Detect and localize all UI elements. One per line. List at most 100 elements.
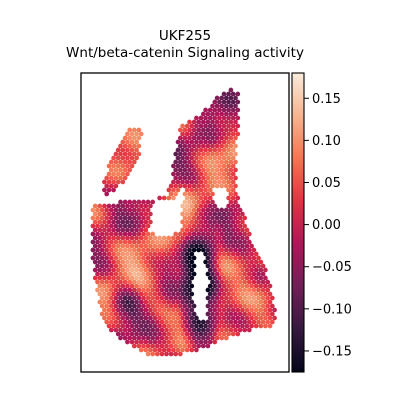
- spot-point: [164, 351, 169, 357]
- spot-point: [111, 163, 116, 169]
- spot-point: [212, 275, 218, 281]
- spot-point: [177, 175, 183, 181]
- spot-point: [256, 311, 261, 317]
- spot-point: [184, 315, 190, 321]
- spot-point: [143, 219, 149, 225]
- spot-point: [214, 303, 220, 309]
- spot-point: [235, 195, 241, 201]
- spot-point: [246, 231, 252, 237]
- spot-point: [223, 231, 229, 237]
- spot-point: [191, 255, 197, 261]
- spot-point: [196, 199, 202, 205]
- spot-point: [154, 327, 160, 333]
- spot-point: [148, 291, 153, 297]
- spot-point: [235, 235, 241, 241]
- spot-point: [212, 315, 218, 321]
- spot-point: [207, 147, 213, 153]
- spot-point: [203, 339, 208, 345]
- spot-point: [249, 323, 254, 329]
- spot-point: [251, 271, 257, 277]
- spot-point: [189, 171, 195, 177]
- spot-point: [182, 215, 188, 221]
- spot-point: [191, 191, 197, 197]
- spot-point: [228, 199, 234, 205]
- spot-point: [223, 207, 229, 213]
- spot-point: [145, 271, 151, 277]
- spot-point: [244, 283, 250, 289]
- spot-point: [198, 323, 204, 329]
- spot-point: [230, 123, 236, 129]
- spot-point: [145, 303, 151, 309]
- spot-point: [104, 255, 110, 261]
- spot-point: [237, 215, 243, 221]
- spot-point: [154, 239, 160, 245]
- spot-point: [214, 335, 220, 341]
- spot-point: [136, 143, 142, 149]
- spot-point: [125, 219, 130, 225]
- spot-point: [182, 295, 188, 301]
- spot-point: [129, 251, 135, 257]
- spot-point: [207, 203, 213, 209]
- spot-point: [214, 103, 220, 109]
- spot-point: [258, 267, 264, 273]
- spot-point: [217, 259, 222, 265]
- spot-point: [205, 151, 211, 157]
- spot-point: [207, 315, 213, 321]
- spot-point: [120, 331, 126, 337]
- spot-point: [205, 311, 211, 317]
- spot-point: [210, 319, 215, 325]
- spot-point: [214, 295, 220, 301]
- spot-point: [214, 135, 220, 141]
- spot-point: [233, 303, 238, 309]
- spot-point: [182, 199, 188, 205]
- spot-point: [184, 323, 190, 329]
- spot-point: [205, 327, 211, 333]
- spot-point: [235, 267, 241, 273]
- spot-point: [191, 247, 197, 253]
- spot-point: [166, 243, 172, 249]
- spot-point: [194, 339, 199, 345]
- spot-point: [157, 291, 162, 297]
- spot-point: [221, 307, 227, 313]
- spot-point: [131, 143, 137, 149]
- spot-point: [196, 119, 202, 125]
- spot-point: [127, 167, 133, 173]
- spot-point: [141, 207, 146, 213]
- spot-point: [217, 123, 222, 129]
- spot-point: [134, 139, 139, 145]
- spot-point: [219, 119, 225, 125]
- spot-point: [189, 283, 195, 289]
- spot-point: [205, 111, 211, 117]
- spot-point: [267, 291, 273, 297]
- spot-point: [205, 287, 211, 293]
- spot-point: [92, 259, 98, 265]
- spot-point: [205, 335, 211, 341]
- spot-point: [233, 103, 238, 109]
- spot-point: [189, 203, 195, 209]
- spot-point: [129, 227, 135, 233]
- spot-point: [111, 291, 116, 297]
- spot-point: [171, 187, 176, 193]
- spot-point: [196, 143, 202, 149]
- spot-point: [168, 295, 174, 301]
- spot-point: [187, 191, 192, 197]
- spot-point: [212, 131, 218, 137]
- spot-point: [159, 343, 165, 349]
- spot-point: [180, 203, 185, 209]
- spot-point: [102, 203, 107, 209]
- spot-point: [159, 319, 165, 325]
- spot-point: [104, 295, 110, 301]
- spot-point: [131, 271, 137, 277]
- spot-point: [221, 259, 227, 265]
- spot-point: [161, 291, 167, 297]
- spot-point: [210, 303, 215, 309]
- spot-point: [233, 95, 238, 101]
- spot-point: [131, 343, 137, 349]
- spot-point: [141, 303, 146, 309]
- spot-point: [205, 343, 211, 349]
- spot-point: [173, 311, 179, 317]
- spot-point: [168, 311, 174, 317]
- spot-point: [125, 251, 130, 257]
- spot-point: [249, 275, 254, 281]
- spot-point: [226, 99, 231, 105]
